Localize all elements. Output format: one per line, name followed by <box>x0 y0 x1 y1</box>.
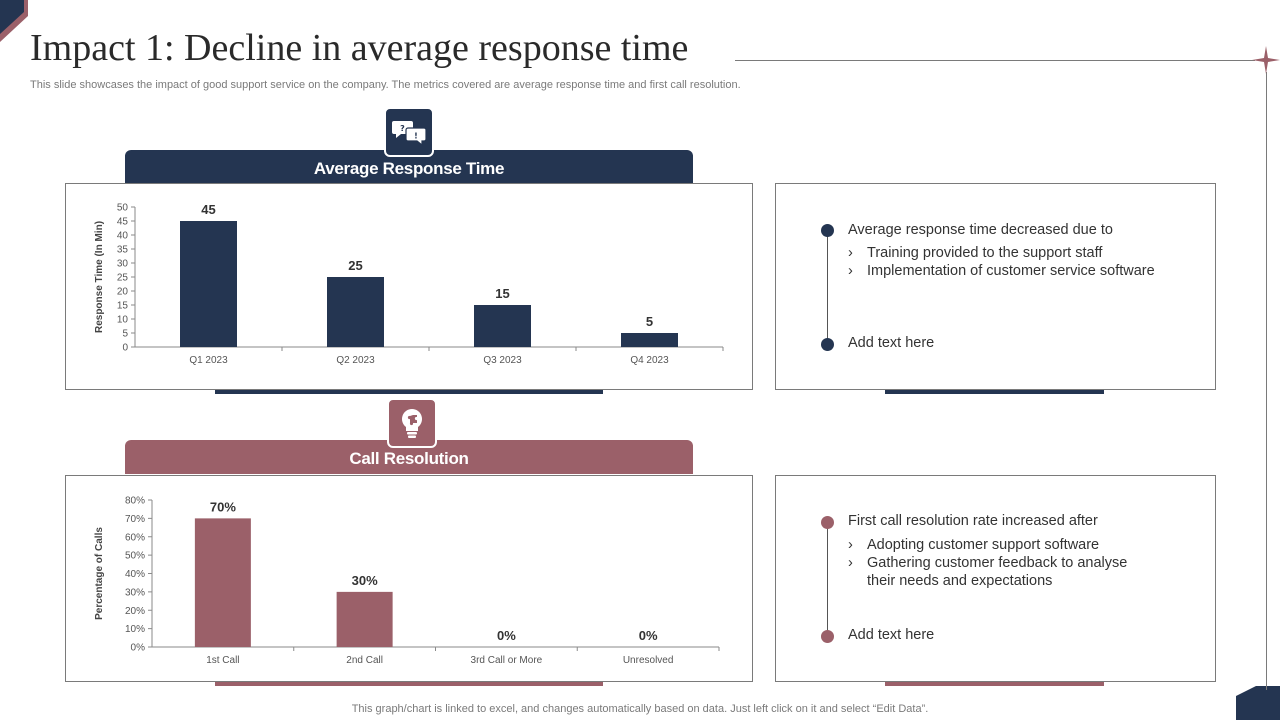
resolution-bullet-dot-extra <box>821 630 834 643</box>
resolution-chart-x-tick-label: 2nd Call <box>346 655 383 666</box>
response-bullet-dot <box>821 224 834 237</box>
svg-text:?: ? <box>400 124 405 133</box>
response-chart-bar[interactable] <box>621 333 678 347</box>
corner-decoration-top-left <box>0 0 28 42</box>
resolution-sub-point-2: › Gathering customer feedback to analyse… <box>848 555 1128 589</box>
response-main-point: Average response time decreased due to <box>848 222 1113 238</box>
response-add-text[interactable]: Add text here <box>848 335 935 351</box>
resolution-chart-data-label: 70% <box>210 499 236 514</box>
response-sub-point-2: › Implementation of customer service sof… <box>848 263 1155 279</box>
resolution-main-point: First call resolution rate increased aft… <box>848 513 1098 529</box>
chevron-right-icon: › <box>848 537 853 553</box>
resolution-chart-y-tick-label: 20% <box>125 606 145 617</box>
page-subtitle: This slide showcases the impact of good … <box>30 79 741 91</box>
response-notes-underline <box>885 390 1104 394</box>
response-chart-panel: Response Time (In Min) 0 5 10 15 20 25 30 35 40 45… <box>65 183 753 390</box>
resolution-add-text[interactable]: Add text here <box>848 627 935 643</box>
response-chart-y-tick-label: 45 <box>117 217 129 228</box>
response-sub-point-1: › Training provided to the support staff <box>848 245 1103 261</box>
resolution-chart-y-tick-label: 60% <box>125 532 145 543</box>
resolution-chart-panel: Percentage of Calls 0% 10% 20% 30% 40% 50% 60% 7… <box>65 475 753 682</box>
sparkle-icon <box>1252 46 1280 74</box>
response-chart-bar[interactable] <box>180 221 237 347</box>
resolution-notes-panel: First call resolution rate increased aft… <box>775 475 1216 682</box>
resolution-chart-bar[interactable] <box>194 518 251 647</box>
response-chart-y-axis-label: Response Time (In Min) <box>94 221 105 333</box>
response-bullet-dot-extra <box>821 338 834 351</box>
resolution-chart-y-tick-label: 10% <box>125 624 145 635</box>
resolution-notes-underline <box>885 682 1104 686</box>
response-chart-y-tick-label: 15 <box>117 301 129 312</box>
chevron-right-icon: › <box>848 263 853 279</box>
response-timeline-line <box>827 231 828 344</box>
title-rule <box>735 60 1255 61</box>
resolution-timeline-line <box>827 523 828 636</box>
resolution-chart-y-axis-label: Percentage of Calls <box>94 527 105 620</box>
corner-decoration-bottom-right <box>1236 686 1280 720</box>
resolution-chart-y-tick-label: 80% <box>125 496 145 507</box>
resolution-chart-y-tick-label: 30% <box>125 587 145 598</box>
resolution-chart-x-tick-label: 3rd Call or More <box>471 655 543 666</box>
page-title: Impact 1: Decline in average response ti… <box>30 27 689 69</box>
resolution-bullet-dot <box>821 516 834 529</box>
resolution-chart-y-tick-label: 70% <box>125 514 145 525</box>
lightbulb-puzzle-icon <box>387 398 437 448</box>
chevron-right-icon: › <box>848 555 853 571</box>
response-chart-y-tick-label: 25 <box>117 273 129 284</box>
chat-bubbles-icon: ? ! <box>384 107 434 157</box>
response-chart-data-label: 25 <box>348 258 362 273</box>
resolution-chart-data-label: 0% <box>639 628 658 643</box>
response-chart-y-tick-label: 35 <box>117 245 129 256</box>
chevron-right-icon: › <box>848 245 853 261</box>
resolution-chart-y-tick-label: 50% <box>125 551 145 562</box>
response-chart-y-tick-label: 50 <box>117 203 129 214</box>
response-chart-y-tick-label: 30 <box>117 259 129 270</box>
resolution-chart-bar[interactable] <box>336 591 393 647</box>
call-resolution-chart[interactable]: Percentage of Calls 0% 10% 20% 30% 40% 50% 60% 7… <box>66 476 752 681</box>
response-chart-data-label: 5 <box>646 314 653 329</box>
response-chart-y-tick-label: 5 <box>122 329 128 340</box>
footer-note: This graph/chart is linked to excel, and… <box>351 703 929 715</box>
resolution-chart-underline <box>215 682 603 686</box>
response-chart-x-tick-label: Q4 2023 <box>630 355 669 366</box>
response-chart-data-label: 45 <box>201 202 215 217</box>
response-chart-bar[interactable] <box>474 305 531 347</box>
response-chart-y-tick-label: 40 <box>117 231 129 242</box>
response-chart-bar[interactable] <box>327 277 384 347</box>
response-time-chart[interactable]: Response Time (In Min) 0 5 10 15 20 25 30 35 40 45… <box>66 184 752 389</box>
response-chart-data-label: 15 <box>495 286 509 301</box>
response-chart-y-tick-label: 20 <box>117 287 129 298</box>
svg-text:!: ! <box>414 132 418 141</box>
resolution-sub-point-1: › Adopting customer support software <box>848 537 1100 553</box>
resolution-chart-x-tick-label: 1st Call <box>206 655 239 666</box>
response-chart-y-tick-label: 10 <box>117 315 129 326</box>
resolution-chart-y-tick-label: 40% <box>125 569 145 580</box>
response-chart-y-tick-label: 0 <box>122 343 128 354</box>
right-rule <box>1266 72 1267 690</box>
resolution-chart-data-label: 0% <box>497 628 516 643</box>
response-notes-panel: Average response time decreased due to ›… <box>775 183 1216 390</box>
response-chart-x-tick-label: Q3 2023 <box>483 355 522 366</box>
response-chart-x-tick-label: Q2 2023 <box>336 355 375 366</box>
resolution-chart-y-tick-label: 0% <box>131 643 146 654</box>
resolution-chart-x-tick-label: Unresolved <box>623 655 674 666</box>
resolution-chart-data-label: 30% <box>352 573 378 588</box>
response-chart-underline <box>215 390 603 394</box>
response-chart-x-tick-label: Q1 2023 <box>189 355 228 366</box>
